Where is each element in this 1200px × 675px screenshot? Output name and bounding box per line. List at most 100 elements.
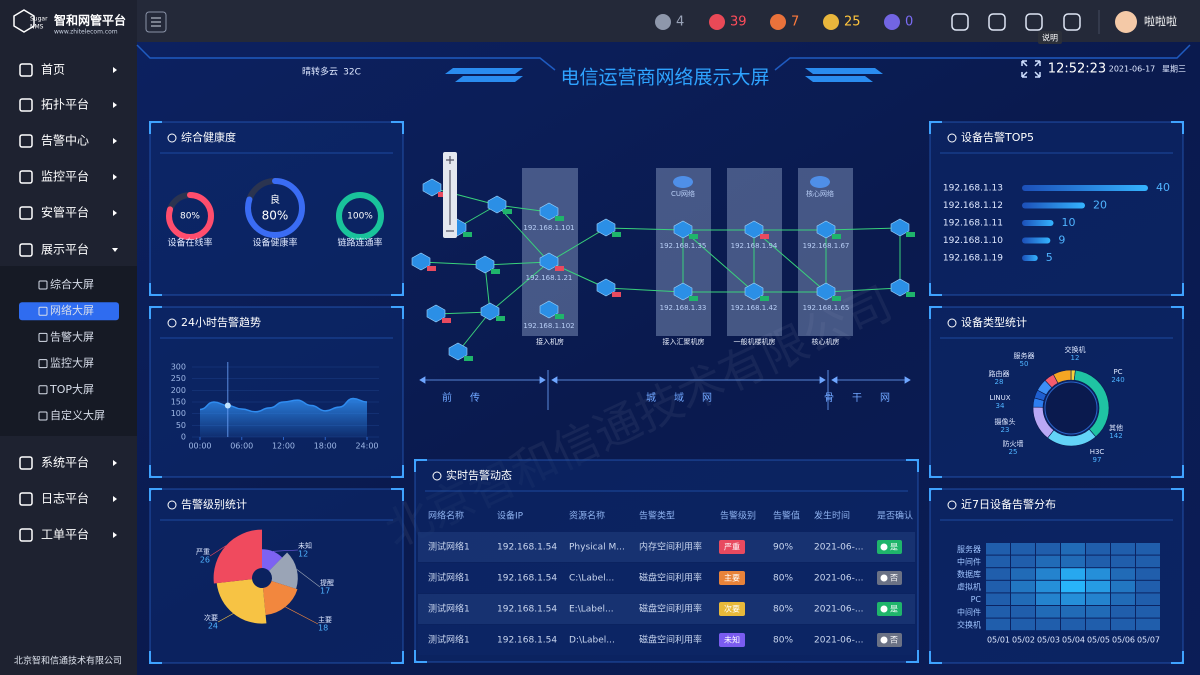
toolbar-icon[interactable]: [1025, 13, 1043, 31]
submenu-icon[interactable]: [38, 280, 48, 290]
menu-icon[interactable]: [19, 243, 33, 257]
confirm-badge[interactable]: [877, 602, 902, 616]
heat-cell: [986, 606, 1010, 618]
menu-item[interactable]: 拓扑平台: [41, 97, 89, 112]
menu-toggle-box[interactable]: [145, 11, 167, 33]
y-tick-label: 50: [176, 421, 186, 430]
menu-icon[interactable]: [19, 492, 33, 506]
heat-cell: [1011, 568, 1035, 580]
menu-item[interactable]: 工单平台: [41, 527, 89, 542]
level-text: 主要: [724, 573, 740, 583]
heat-cell: [1111, 593, 1135, 605]
menu-item[interactable]: 系统平台: [41, 455, 89, 470]
submenu-item[interactable]: 自定义大屏: [50, 408, 105, 422]
avatar[interactable]: [1115, 11, 1137, 33]
submenu-item[interactable]: 监控大屏: [50, 356, 94, 370]
menu-toggle[interactable]: [145, 11, 167, 33]
alert-icon[interactable]: [884, 14, 900, 30]
table-cell: 192.168.1.54: [497, 574, 557, 584]
zoom-icons[interactable]: [446, 156, 454, 232]
top5-value: 5: [1046, 251, 1053, 264]
link: [420, 261, 486, 266]
level-sector: [216, 579, 267, 624]
fullscreen-icon[interactable]: [1021, 60, 1041, 78]
alert-icon[interactable]: [709, 14, 725, 30]
status-tag: [503, 209, 512, 214]
top5-label: 192.168.1.10: [943, 236, 1003, 246]
submenu-item[interactable]: TOP大屏: [49, 382, 94, 396]
heat-cell: [986, 568, 1010, 580]
heat-row-label: PC: [971, 595, 982, 604]
room-label: 接入机房: [536, 337, 564, 346]
submenu-item[interactable]: 综合大屏: [50, 277, 94, 291]
confirm-text[interactable]: 是: [890, 543, 898, 552]
alert-count[interactable]: 4: [676, 15, 684, 30]
heat-col-label: 05/05: [1087, 636, 1110, 645]
link: [548, 227, 607, 263]
submenu-icon[interactable]: [38, 359, 48, 369]
heat-cell: [1086, 555, 1110, 568]
confirm-icon[interactable]: [880, 605, 888, 613]
top5-bar: [1022, 255, 1038, 261]
menu-item[interactable]: 日志平台: [41, 491, 89, 506]
confirm-text[interactable]: 否: [890, 636, 898, 645]
confirm-icon[interactable]: [880, 543, 888, 551]
table-cell: 测试网络1: [428, 634, 470, 646]
level-text: 严重: [724, 542, 740, 552]
level-value: 18: [318, 624, 328, 633]
confirm-badge[interactable]: [877, 540, 902, 554]
panel-corner: [149, 121, 404, 296]
submenu-item[interactable]: 网络大屏: [50, 303, 94, 317]
table-row: [418, 563, 915, 593]
menu-arrow: [113, 174, 117, 180]
table-cell: 磁盘空间利用率: [639, 603, 702, 615]
alert-icon[interactable]: [823, 14, 839, 30]
alert-icon[interactable]: [655, 14, 671, 30]
header-frame: [136, 44, 1191, 71]
heat-cell: [1061, 618, 1085, 631]
menu-icon[interactable]: [19, 98, 33, 112]
gauge-value: 80%: [180, 212, 200, 222]
alert-count[interactable]: 39: [730, 15, 747, 30]
menu-toggle-icon[interactable]: [151, 17, 161, 27]
menu-item[interactable]: 首页: [41, 63, 65, 77]
confirm-text[interactable]: 是: [890, 605, 898, 614]
submenu-icon[interactable]: [38, 385, 48, 395]
menu-item[interactable]: 安管平台: [41, 205, 89, 220]
menu-icon[interactable]: [19, 456, 33, 470]
confirm-icon[interactable]: [880, 636, 888, 644]
heat-cell: [1011, 555, 1035, 568]
alert-count[interactable]: 0: [905, 15, 913, 30]
submenu-icon[interactable]: [38, 332, 48, 342]
device-icon: [480, 302, 500, 321]
level-leader: [272, 549, 299, 552]
menu-icon[interactable]: [19, 170, 33, 184]
confirm-badge[interactable]: [877, 571, 902, 585]
menu-item[interactable]: 监控平台: [41, 169, 89, 184]
table-cell: 测试网络1: [428, 603, 470, 615]
submenu-icon[interactable]: [38, 411, 48, 421]
menu-item[interactable]: 告警中心: [41, 133, 89, 148]
confirm-text[interactable]: 否: [890, 574, 898, 583]
toolbar-icon[interactable]: [988, 13, 1006, 31]
heat-col-label: 05/02: [1012, 636, 1035, 645]
toolbar-icon[interactable]: [951, 13, 969, 31]
menu-item[interactable]: 展示平台: [41, 242, 89, 257]
user-name[interactable]: 啦啦啦: [1144, 14, 1177, 28]
menu-icon[interactable]: [19, 206, 33, 220]
heat-cell: [1061, 568, 1085, 580]
confirm-icon[interactable]: [880, 574, 888, 582]
heat-col-label: 05/06: [1112, 636, 1135, 645]
submenu-icon[interactable]: [38, 306, 48, 316]
menu-icon[interactable]: [19, 63, 33, 77]
alert-count[interactable]: 25: [844, 15, 861, 30]
toolbar-icon[interactable]: [1063, 13, 1081, 31]
submenu-item[interactable]: 告警大屏: [50, 329, 94, 343]
alert-count[interactable]: 7: [791, 15, 799, 30]
confirm-badge[interactable]: [877, 633, 902, 647]
device-icon: [890, 278, 910, 297]
menu-icon[interactable]: [19, 134, 33, 148]
top5-value: 40: [1156, 181, 1170, 194]
alert-icon[interactable]: [770, 14, 786, 30]
menu-icon[interactable]: [19, 528, 33, 542]
